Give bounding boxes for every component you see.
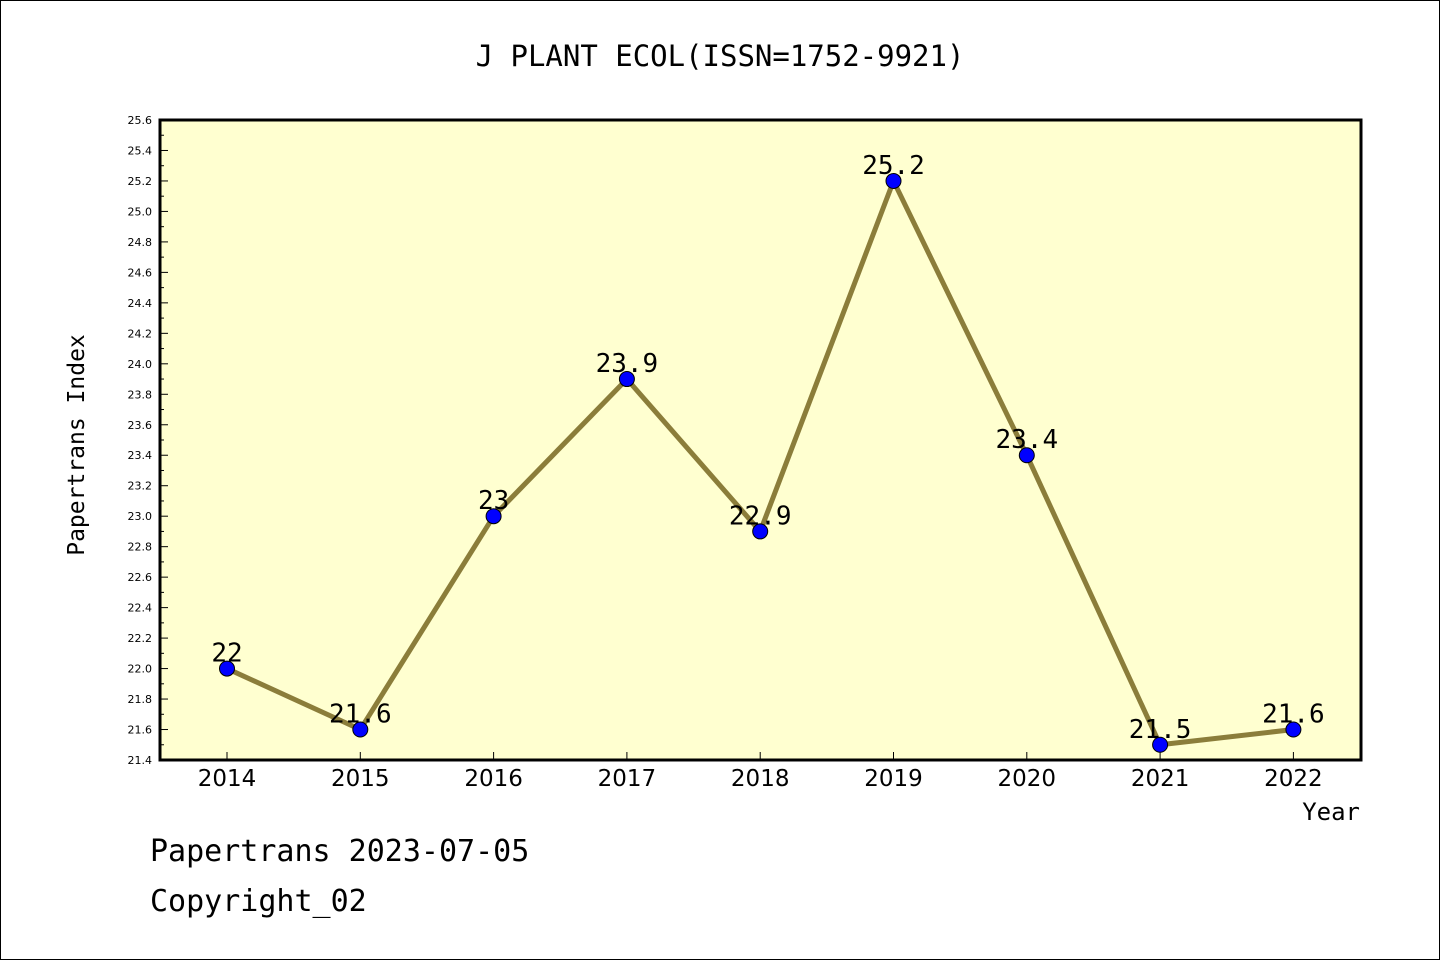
data-point-marker (752, 523, 769, 540)
data-point-marker (485, 508, 502, 525)
y-tick-label: 25.0 (128, 205, 153, 218)
plot-border (158, 118, 1363, 762)
data-point-label: 22.9 (729, 501, 792, 531)
data-point-marker (219, 660, 235, 677)
x-tick-label: 2015 (331, 766, 390, 792)
x-tick-label: 2019 (864, 766, 923, 792)
data-point-marker (1285, 721, 1302, 738)
x-tick-label: 2021 (1131, 766, 1190, 792)
series-markers (219, 172, 1302, 753)
y-tick-label: 22.8 (128, 541, 153, 554)
y-tick-label: 22.4 (128, 602, 153, 615)
data-point-marker (618, 371, 635, 388)
y-axis-label: Papertrans Index (64, 334, 90, 556)
x-axis: 2014 2015 2016 2017 2018 2019 2020 2021 2022 (198, 752, 1323, 792)
y-tick-label: 22.6 (128, 571, 153, 584)
data-labels: 22 21.6 23 23.9 22.9 25.2 23.4 21.5 21.6 (211, 151, 1324, 745)
data-point-marker (885, 172, 902, 189)
data-point-marker (352, 721, 369, 738)
data-point-label: 22 (211, 639, 242, 669)
y-tick-label: 21.6 (128, 724, 153, 737)
y-tick-label: 23.4 (128, 449, 153, 462)
data-point-label: 21.6 (1262, 700, 1325, 730)
x-axis-label: Year (1302, 798, 1360, 826)
y-tick-label: 22.0 (128, 663, 153, 676)
y-tick-label: 23.2 (128, 480, 153, 493)
y-tick-label: 25.4 (128, 144, 153, 157)
y-axis: 21.4 21.6 21.8 22.0 22.2 22.4 22.6 22.8 23.0 23.2… (128, 114, 168, 767)
x-tick-label: 2022 (1264, 766, 1323, 792)
y-tick-label: 22.2 (128, 632, 153, 645)
x-tick-label: 2016 (464, 766, 523, 792)
y-tick-label: 25.2 (128, 175, 153, 188)
data-point-label: 23 (478, 486, 509, 516)
y-tick-label: 23.6 (128, 419, 153, 432)
data-point-label: 21.6 (329, 700, 392, 730)
y-tick-label: 23.8 (128, 388, 153, 401)
y-tick-label: 21.4 (128, 754, 153, 767)
data-point-marker (1018, 447, 1035, 464)
data-point-label: 21.5 (1129, 715, 1192, 745)
x-tick-label: 2017 (598, 766, 657, 792)
footer-copyright-text: Copyright_02 (150, 884, 367, 919)
y-tick-label: 25.6 (128, 114, 153, 127)
y-tick-label: 24.4 (128, 297, 153, 310)
data-point-label: 23.4 (995, 425, 1058, 455)
y-tick-label: 21.8 (128, 693, 153, 706)
data-point-label: 25.2 (862, 151, 925, 181)
plot-area (160, 120, 1361, 760)
y-tick-label: 24.8 (128, 236, 153, 249)
x-tick-label: 2018 (731, 766, 790, 792)
y-tick-label: 24.0 (128, 358, 153, 371)
x-tick-label: 2020 (998, 766, 1057, 792)
data-point-label: 23.9 (596, 349, 659, 379)
x-tick-label: 2014 (198, 766, 257, 792)
y-tick-label: 24.6 (128, 266, 153, 279)
footer-date-text: Papertrans 2023-07-05 (150, 834, 530, 869)
y-tick-label: 23.0 (128, 510, 153, 523)
chart-title: J PLANT ECOL(ISSN=1752-9921) (476, 39, 965, 73)
y-tick-label: 24.2 (128, 327, 153, 340)
data-point-marker (1152, 736, 1169, 753)
